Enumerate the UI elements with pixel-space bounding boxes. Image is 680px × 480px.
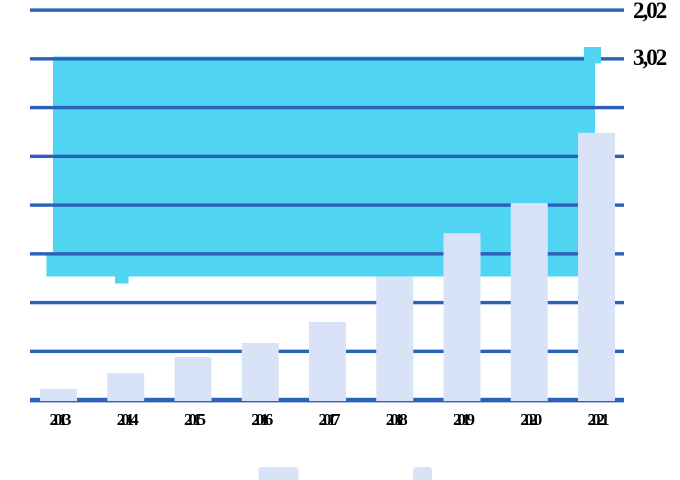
gridline xyxy=(30,8,624,12)
bar xyxy=(174,357,212,401)
x-axis-label: 2016 xyxy=(251,410,273,429)
bar xyxy=(40,388,77,401)
right-axis-label-top: 2,02 xyxy=(633,0,667,23)
x-axis-label: 2015 xyxy=(184,410,206,429)
legend-marker-bottom-1[interactable] xyxy=(258,467,299,480)
bar xyxy=(443,233,481,401)
x-axis-label: 2020 xyxy=(520,410,542,429)
bar xyxy=(241,342,279,401)
legend-marker-bottom-2[interactable] xyxy=(413,467,432,480)
x-axis-label: 2018 xyxy=(385,410,408,429)
bar xyxy=(578,132,615,401)
gridline xyxy=(30,252,624,256)
gridline xyxy=(30,300,624,305)
x-axis-label: 2014 xyxy=(116,410,139,429)
x-axis-label: 2013 xyxy=(49,410,72,429)
gridline xyxy=(30,203,624,207)
bar xyxy=(510,203,548,401)
bar xyxy=(376,276,414,401)
x-axis-label: 2019 xyxy=(453,410,475,429)
gridline xyxy=(30,57,624,61)
bar xyxy=(107,373,145,401)
gridline xyxy=(30,154,624,159)
x-axis-label: 2021 xyxy=(587,410,610,429)
right-axis-label-second: 3,02 xyxy=(633,45,667,70)
x-axis-label: 2017 xyxy=(318,410,341,429)
gridline xyxy=(30,105,624,110)
bar xyxy=(309,322,346,401)
legend-marker-cyan[interactable] xyxy=(584,47,601,64)
